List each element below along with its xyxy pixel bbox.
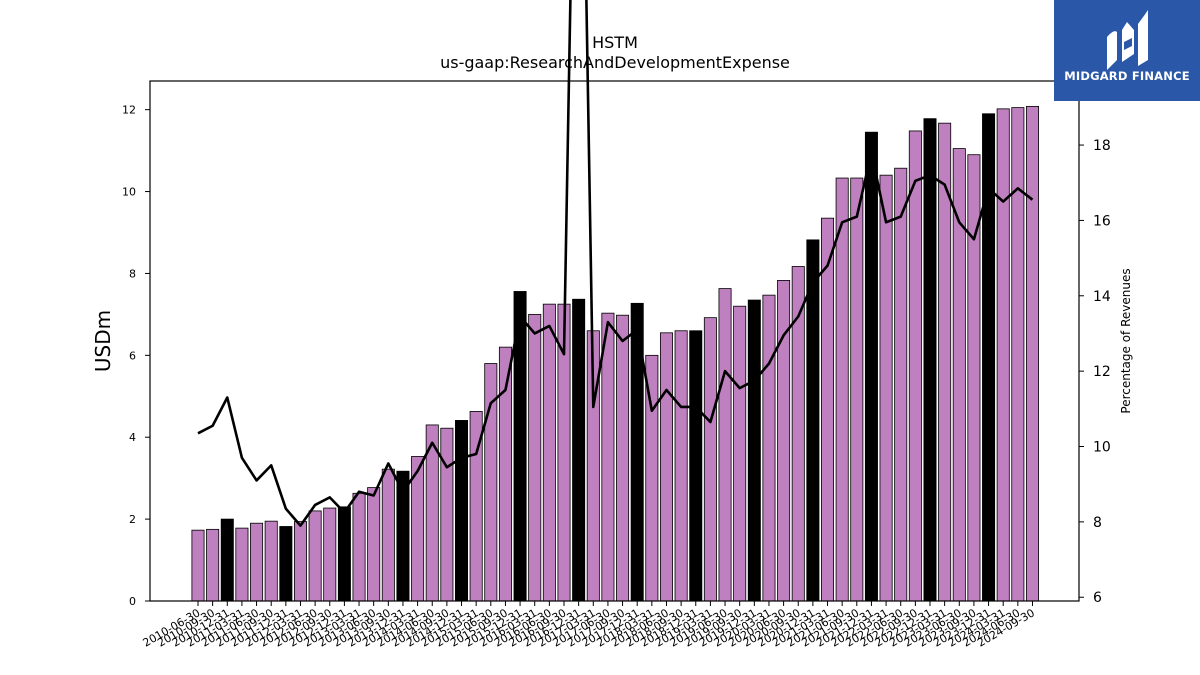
chart-subtitle: us-gaap:ResearchAndDevelopmentExpense	[440, 53, 790, 72]
bar	[923, 118, 937, 602]
y2-tick-label: 6	[1093, 590, 1102, 606]
bar	[323, 507, 337, 602]
bar	[850, 177, 864, 602]
bar	[996, 108, 1010, 602]
y2-axis-label: Percentage of Revenues	[1119, 268, 1133, 413]
bar	[762, 294, 776, 602]
bar	[674, 330, 688, 602]
left-axis: 0 2 4 6 8 10 12	[122, 104, 150, 608]
plot-frame	[149, 80, 1080, 602]
bar	[982, 113, 996, 602]
bar	[718, 288, 732, 602]
bar	[293, 521, 307, 602]
bar	[689, 330, 703, 602]
bar	[381, 468, 395, 602]
bar	[659, 332, 673, 602]
y-tick-label: 8	[129, 267, 136, 280]
bar	[528, 313, 542, 602]
y-tick-label: 4	[129, 431, 136, 444]
bar	[616, 314, 630, 602]
y-tick-label: 10	[122, 186, 136, 199]
midgard-finance-logo: MIDGARD FINANCE	[1054, 0, 1200, 101]
bar	[864, 131, 878, 602]
y-tick-label: 6	[129, 349, 136, 362]
midgard-logo-icon	[1107, 10, 1148, 71]
bar	[908, 130, 922, 602]
bar	[879, 174, 893, 602]
bar	[733, 305, 747, 602]
y-axis-label: USDm	[91, 310, 115, 372]
bar	[206, 528, 220, 602]
bar	[703, 317, 717, 602]
bar	[542, 303, 556, 602]
bar	[250, 522, 264, 602]
y2-tick-label: 8	[1093, 515, 1102, 531]
bar	[308, 510, 322, 602]
bar	[191, 529, 205, 602]
y-tick-label: 12	[122, 104, 136, 117]
bar	[1011, 107, 1025, 602]
bar	[601, 312, 615, 602]
bar	[337, 506, 351, 602]
bar	[367, 487, 381, 602]
bar	[952, 148, 966, 602]
bar	[440, 427, 454, 602]
logo-text: MIDGARD FINANCE	[1064, 69, 1190, 83]
chart-title: HSTM	[592, 33, 638, 52]
bar	[352, 492, 366, 602]
bar	[572, 298, 586, 602]
bar	[894, 167, 908, 602]
bar	[747, 299, 761, 602]
bar	[264, 520, 278, 602]
y2-tick-label: 16	[1093, 213, 1111, 229]
line-path	[197, 0, 1034, 527]
y2-tick-label: 12	[1093, 364, 1111, 380]
y2-tick-label: 18	[1093, 138, 1111, 154]
y2-tick-label: 14	[1093, 289, 1111, 305]
y-tick-label: 0	[129, 595, 136, 608]
right-axis: 6 8 10 12 14 16 18	[1079, 138, 1111, 606]
bar	[235, 527, 249, 602]
line-series	[197, 0, 1034, 527]
bar	[220, 518, 234, 602]
bar	[835, 177, 849, 602]
bar	[455, 420, 469, 602]
bar-series	[191, 105, 1039, 602]
x-axis: 2010-06-302010-09-302010-12-312011-03-31…	[141, 601, 1037, 650]
y2-tick-label: 10	[1093, 440, 1111, 456]
bar	[1025, 105, 1039, 602]
bar	[279, 526, 293, 602]
bar	[821, 217, 835, 602]
y-tick-label: 2	[129, 513, 136, 526]
